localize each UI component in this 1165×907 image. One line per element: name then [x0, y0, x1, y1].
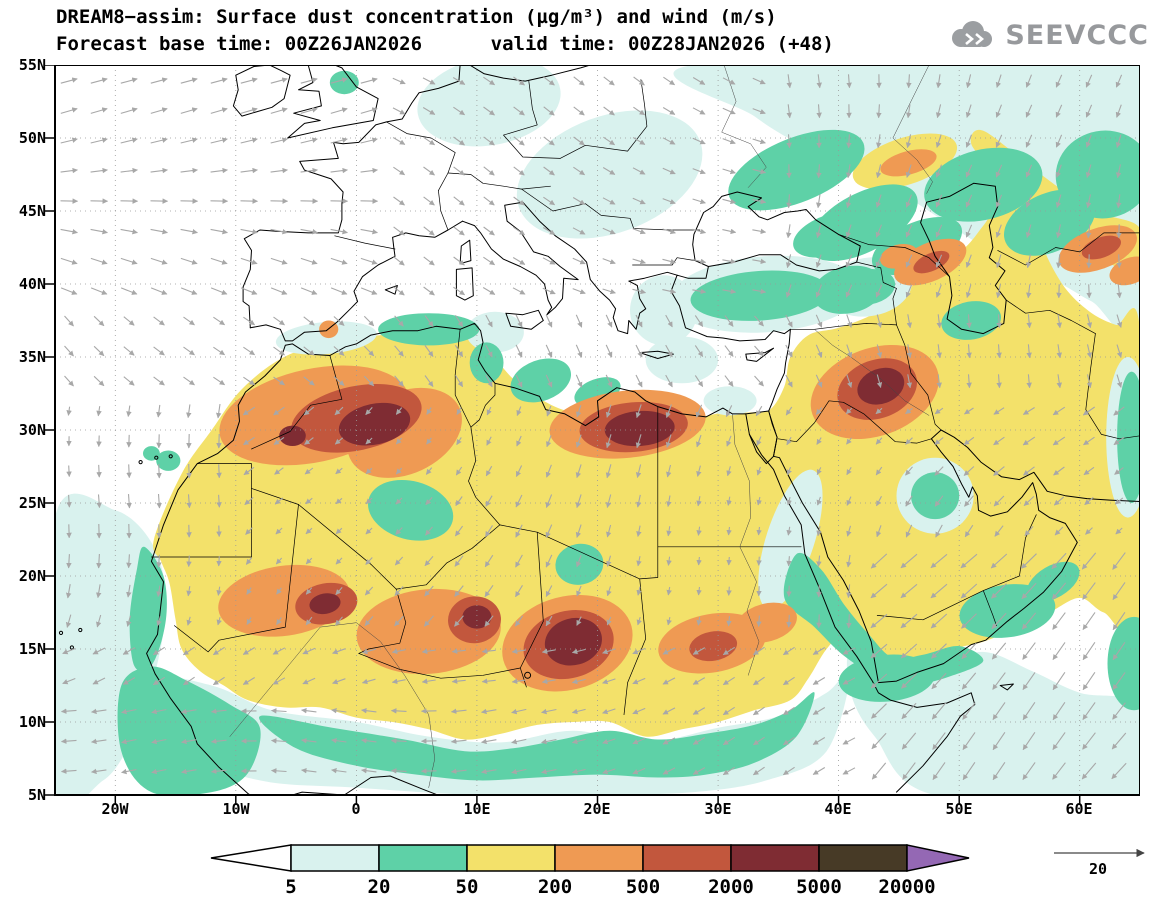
- lon-tick-label: 60E: [1065, 800, 1093, 818]
- lat-tick-label: 45N: [18, 202, 46, 220]
- wind-arrows-layer: [60, 74, 1127, 781]
- colorbar-tick-label: 20000: [878, 876, 936, 898]
- lat-tick-label: 25N: [18, 494, 46, 512]
- colorbar-segment: [818, 844, 908, 872]
- lat-tick-label: 20N: [18, 567, 46, 585]
- figure-subtitle: Forecast base time: 00Z26JAN2026 valid t…: [56, 33, 834, 55]
- lat-tick-label: 50N: [18, 129, 46, 147]
- figure-title: DREAM8−assim: Surface dust concentration…: [56, 6, 777, 28]
- colorbar-tick-label: 2000: [708, 876, 754, 898]
- colorbar-segment: [378, 844, 468, 872]
- lat-tick-label: 30N: [18, 421, 46, 439]
- lon-tick-label: 50E: [945, 800, 973, 818]
- seevccc-logo: SEEVCCC: [945, 18, 1149, 52]
- colorbar-tick-label: 20: [367, 876, 391, 898]
- lat-tick-label: 40N: [18, 275, 46, 293]
- colorbar-segment: [730, 844, 820, 872]
- lon-tick-label: 10W: [222, 800, 250, 818]
- colorbar-overflow-arrow: [906, 844, 970, 872]
- wind-reference-value: 20: [1088, 860, 1108, 878]
- lon-tick-label: 20E: [583, 800, 611, 818]
- lat-tick-label: 15N: [18, 640, 46, 658]
- colorbar-underflow-arrow: [210, 844, 292, 872]
- colorbar-tick-label: 50: [455, 876, 479, 898]
- colorbar-tick-label: 200: [537, 876, 573, 898]
- colorbar-segment: [290, 844, 380, 872]
- colorbar: [210, 844, 970, 872]
- colorbar-segment: [642, 844, 732, 872]
- lat-tick-label: 55N: [18, 56, 46, 74]
- lat-tick-label: 35N: [18, 348, 46, 366]
- colorbar-tick-label: 5: [285, 876, 297, 898]
- wind-reference-arrow: [1054, 848, 1145, 858]
- lat-tick-label: 5N: [27, 786, 46, 804]
- graticule-layer: [55, 65, 1140, 795]
- lon-tick-label: 0: [351, 800, 361, 818]
- lon-tick-label: 40E: [824, 800, 852, 818]
- figure-titles: DREAM8−assim: Surface dust concentration…: [56, 4, 834, 58]
- colorbar-tick-label: 500: [625, 876, 661, 898]
- lon-tick-label: 10E: [463, 800, 491, 818]
- colorbar-segment: [466, 844, 556, 872]
- forecast-map: [45, 65, 1140, 805]
- lat-tick-label: 10N: [18, 713, 46, 731]
- map-frame: [45, 65, 1140, 805]
- cloud-logo-icon: [952, 21, 993, 47]
- lon-tick-label: 30E: [704, 800, 732, 818]
- lon-tick-label: 20W: [101, 800, 129, 818]
- dust-shading-layer: [55, 65, 1140, 795]
- seevccc-logo-text: SEEVCCC: [1005, 19, 1149, 51]
- colorbar-segment: [554, 844, 644, 872]
- colorbar-tick-label: 5000: [796, 876, 842, 898]
